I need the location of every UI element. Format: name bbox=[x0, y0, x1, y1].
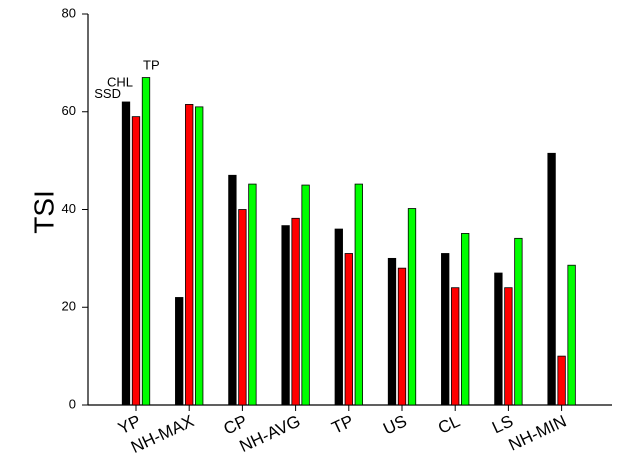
annotation-ssd: SSD bbox=[94, 86, 121, 101]
bar-tp-ls bbox=[514, 237, 523, 406]
x-tick-label: NH-MIN bbox=[506, 411, 570, 454]
bar-ssd-cp bbox=[228, 174, 237, 406]
bar-tp-nh-max bbox=[195, 106, 204, 406]
bar-chl-ls bbox=[504, 287, 513, 406]
y-tick-label: 20 bbox=[62, 299, 76, 314]
bar-chl-tp bbox=[344, 253, 353, 406]
bar-chl-nh-avg bbox=[291, 217, 300, 406]
y-tick-label: 40 bbox=[62, 201, 76, 216]
bar-chl-nh-min bbox=[557, 355, 566, 406]
bar-tp-cp bbox=[248, 183, 257, 406]
bar-tp-cl bbox=[461, 233, 470, 406]
bar-tp-us bbox=[407, 208, 417, 406]
y-tick-label: 80 bbox=[62, 5, 76, 20]
x-tick-label: NH-AVG bbox=[236, 411, 303, 456]
bar-ssd-nh-avg bbox=[281, 225, 290, 406]
bar-ssd-nh-max bbox=[175, 297, 184, 406]
bar-tp-nh-avg bbox=[301, 184, 310, 406]
bar-ssd-cl bbox=[441, 253, 450, 406]
bars bbox=[121, 77, 576, 406]
bar-chl-nh-max bbox=[185, 104, 194, 406]
bar-tp-tp bbox=[354, 183, 363, 406]
bar-chl-cl bbox=[451, 287, 460, 406]
x-tick-label: CL bbox=[435, 411, 463, 437]
y-axis-label: TSI bbox=[28, 190, 59, 234]
x-tick-label: US bbox=[380, 411, 409, 438]
bar-ssd-yp bbox=[121, 101, 131, 406]
y-tick-label: 0 bbox=[69, 396, 76, 411]
bar-chl-yp bbox=[131, 116, 141, 406]
annotation-chl: CHL bbox=[107, 75, 133, 90]
bar-chl-us bbox=[397, 267, 407, 406]
bar-tp-yp bbox=[141, 77, 151, 406]
bar-ssd-nh-min bbox=[547, 152, 556, 406]
bar-ssd-ls bbox=[494, 272, 503, 406]
annotation-tp: TP bbox=[143, 58, 160, 73]
x-tick-label: TP bbox=[329, 411, 357, 437]
bar-tp-nh-min bbox=[567, 264, 576, 406]
bar-ssd-us bbox=[387, 257, 397, 406]
y-tick-label: 60 bbox=[62, 103, 76, 118]
bar-chl-cp bbox=[238, 209, 247, 406]
bar-ssd-tp bbox=[334, 228, 343, 406]
